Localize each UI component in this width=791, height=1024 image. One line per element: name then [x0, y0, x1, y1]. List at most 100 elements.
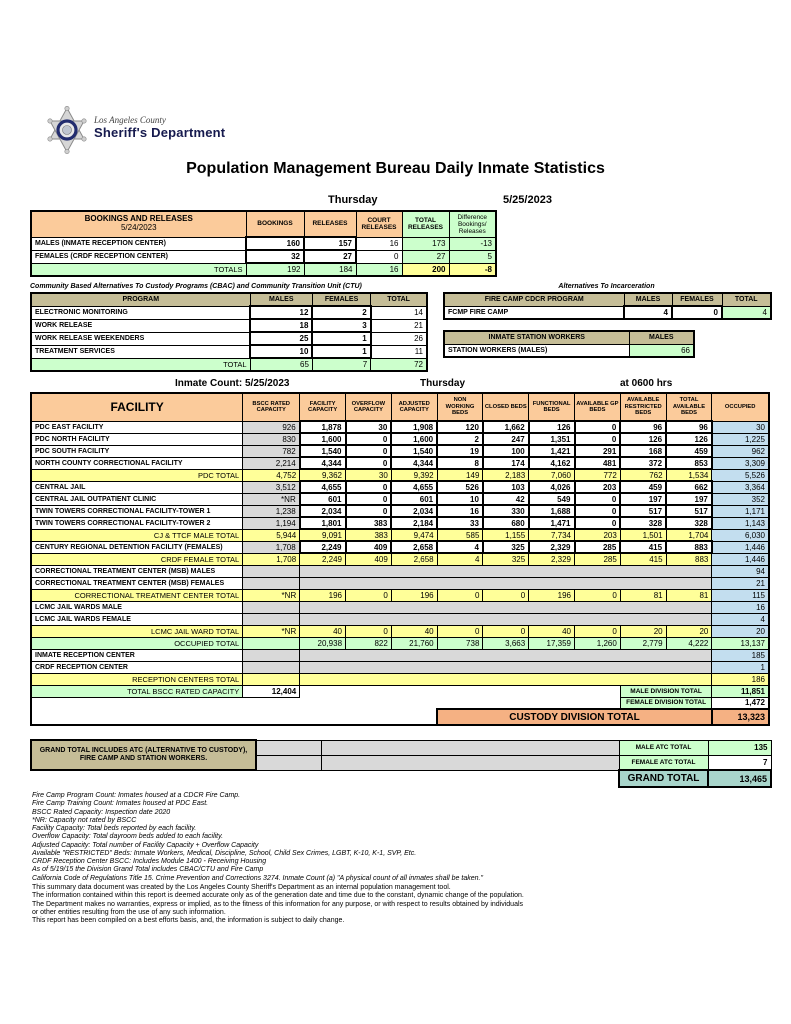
value-cell: 40	[299, 624, 347, 638]
facility-row: LCMC JAIL WARDS MALE 16	[30, 600, 770, 614]
value-cell: 481	[573, 456, 622, 470]
col-station-males: MALES	[628, 330, 695, 345]
row-label: MALES (INMATE RECEPTION CENTER)	[30, 236, 247, 251]
station-value: 66	[628, 343, 695, 358]
col-bookings: BOOKINGS	[245, 210, 305, 238]
col-firecamp-program: FIRE CAMP CDCR PROGRAM	[443, 292, 625, 307]
value-cell: 126	[527, 420, 576, 434]
station-header-row: INMATE STATION WORKERS MALES	[443, 330, 695, 345]
occupied-cell: 30	[711, 420, 770, 434]
facility-label: TWIN TOWERS CORRECTIONAL FACILITY-TOWER …	[30, 504, 244, 518]
col-program: PROGRAM	[30, 292, 251, 307]
occupied-cell: 21	[711, 576, 770, 590]
value-cell: 126	[619, 432, 668, 446]
value-cell: 103	[481, 480, 530, 494]
value-cell: 549	[527, 492, 576, 506]
value-cell: 383	[345, 528, 392, 542]
bscc-cell	[242, 564, 301, 578]
spacer-cell	[299, 685, 621, 697]
facility-total-label: RECEPTION CENTERS TOTAL	[30, 672, 244, 686]
bscc-cell: 926	[242, 420, 301, 434]
value-cell: 325	[482, 552, 530, 566]
col-available-restricted-beds: AVAILABLE RESTRICTED BEDS	[619, 392, 667, 422]
facility-row: CRDF FEMALE TOTAL 1,708 2,249 409 2,658 4 325 2…	[30, 552, 770, 566]
value-cell: 409	[345, 552, 392, 566]
value-cell: 96	[665, 420, 713, 434]
value-cell: 4,655	[298, 480, 347, 494]
bscc-cell	[242, 672, 301, 686]
value-cell: 0	[344, 504, 393, 518]
facility-total-label: OCCUPIED TOTAL	[30, 636, 244, 650]
col-facility: FACILITY	[30, 392, 244, 422]
facility-header-row: FACILITY BSCC RATED CAPACITY FACILITY CA…	[30, 392, 770, 422]
merged-cell	[299, 576, 713, 590]
firecamp-males-value: 4	[623, 305, 673, 320]
firecamp-row: FCMP FIRE CAMP 4 0 4	[443, 305, 772, 320]
value-cell: 853	[665, 456, 713, 470]
value-cell: 4,162	[527, 456, 576, 470]
female-division-row: FEMALE DIVISION TOTAL 1,472	[31, 696, 770, 710]
bscc-cell: 1,194	[242, 516, 301, 530]
cbac-row: WORK RELEASE 18 3 21	[30, 318, 428, 333]
station-label: STATION WORKERS (MALES)	[443, 343, 630, 358]
value-cell: 0	[482, 588, 530, 602]
disclaimer-line: This summary data document was created b…	[32, 884, 451, 891]
bscc-cell: 4,752	[242, 468, 301, 482]
firecamp-header-row: FIRE CAMP CDCR PROGRAM MALES FEMALES TOT…	[443, 292, 772, 307]
value-cell: 12	[249, 305, 314, 320]
cbac-row: TREATMENT SERVICES 10 1 11	[30, 344, 428, 359]
value-cell: 247	[481, 432, 530, 446]
value-cell: 0	[344, 492, 393, 506]
value-cell: 4,655	[390, 480, 439, 494]
cbac-header-row: PROGRAM MALES FEMALES TOTAL	[30, 292, 428, 307]
facility-label: NORTH COUNTY CORRECTIONAL FACILITY	[30, 456, 244, 470]
value-cell: 197	[619, 492, 668, 506]
bscc-cell	[242, 648, 301, 662]
col-releases: RELEASES	[303, 210, 357, 238]
bookings-tbody: MALES (INMATE RECEPTION CENTER) 160 157 16 1…	[30, 236, 497, 277]
female-division-total-label: FEMALE DIVISION TOTAL	[619, 696, 713, 710]
value-cell: 0	[573, 432, 622, 446]
value-cell: 459	[665, 444, 713, 458]
value-cell: 5	[448, 249, 497, 264]
value-cell: 42	[481, 492, 530, 506]
bscc-cell	[242, 636, 301, 650]
value-cell: 601	[390, 492, 439, 506]
bscc-cell: 1,708	[242, 552, 301, 566]
facility-total-label: PDC TOTAL	[30, 468, 244, 482]
col-adjusted-capacity: ADJUSTED CAPACITY	[390, 392, 438, 422]
value-cell: 0	[573, 504, 622, 518]
occupied-cell: 16	[711, 600, 770, 614]
firecamp-females-value: 0	[671, 305, 723, 320]
cbac-heading: Community Based Alternatives To Custody …	[30, 283, 362, 290]
female-division-total-value: 1,472	[711, 696, 770, 710]
facility-row: LCMC JAIL WARDS FEMALE 4	[30, 612, 770, 626]
facility-row: CENTRAL JAIL 3,512 4,655 0 4,655 526 103 4,026 2…	[30, 480, 770, 494]
fire-camp-table: FIRE CAMP CDCR PROGRAM MALES FEMALES TOT…	[443, 292, 772, 320]
value-cell: 0	[574, 588, 621, 602]
value-cell: 0	[573, 492, 622, 506]
facility-label: CENTRAL JAIL OUTPATIENT CLINIC	[30, 492, 244, 506]
value-cell: 197	[665, 492, 713, 506]
male-division-total-label: MALE DIVISION TOTAL	[619, 684, 713, 698]
footnote-line: Facility Capacity: Total beds reported b…	[32, 825, 197, 832]
facility-total-label: LCMC JAIL WARD TOTAL	[30, 624, 244, 638]
bscc-cell: 830	[242, 432, 301, 446]
merged-cell	[299, 564, 713, 578]
col-facility-capacity: FACILITY CAPACITY	[299, 392, 347, 422]
occupied-cell: 1,171	[711, 504, 770, 518]
value-cell: 517	[665, 504, 713, 518]
bscc-cell: 782	[242, 444, 301, 458]
value-cell: 4,026	[527, 480, 576, 494]
disclaimer-line: The information contained within this re…	[32, 892, 524, 900]
occupied-cell: 3,309	[711, 456, 770, 470]
weekday-label: Thursday	[328, 194, 378, 206]
total-bscc-value: 12,404	[242, 684, 301, 698]
col-functional-beds: FUNCTIONAL BEDS	[528, 392, 575, 422]
value-cell: 0	[345, 588, 392, 602]
value-cell: 883	[665, 552, 713, 566]
value-cell: -13	[448, 236, 497, 251]
footnote-line: *NR: Capacity not rated by BSCC	[32, 816, 137, 824]
value-cell: 2,249	[298, 540, 347, 554]
footnote-line: Adjusted Capacity: Total number of Facil…	[32, 841, 259, 849]
